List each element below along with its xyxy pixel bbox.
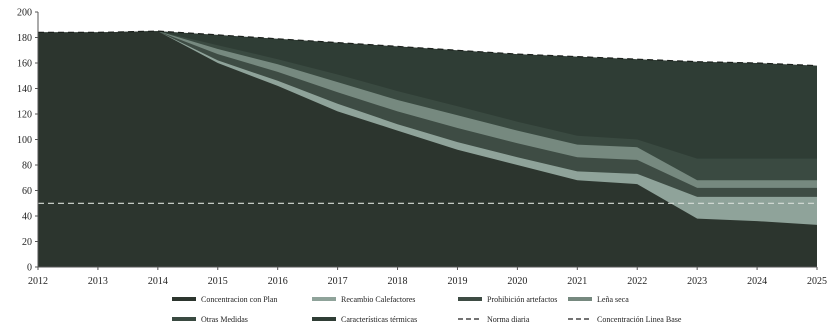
x-tick-label: 2014 (148, 276, 168, 287)
x-tick-label: 2020 (507, 276, 527, 287)
legend-swatch (172, 297, 196, 301)
legend-item-concentracion-linea-base: Concentración Linea Base (568, 315, 682, 324)
legend-item-recambio-calefactores: Recambio Calefactores (312, 295, 415, 304)
x-tick-label: 2019 (447, 276, 467, 287)
y-tick-label: 140 (17, 84, 32, 95)
legend-item-caracteristicas-termicas: Características térmicas (312, 315, 417, 324)
y-tick-label: 100 (17, 135, 32, 146)
legend-label: Concentración Linea Base (597, 315, 682, 324)
legend-label: Recambio Calefactores (341, 295, 415, 304)
y-tick-label: 200 (17, 8, 32, 19)
legend-label: Características térmicas (341, 315, 417, 324)
area-concentracion-con-plan (38, 31, 817, 267)
plot-area (38, 30, 818, 267)
legend-item-lena-seca: Leña seca (568, 295, 629, 304)
x-tick-label: 2024 (747, 276, 767, 287)
x-tick-label: 2015 (208, 276, 228, 287)
x-tick-label: 2022 (627, 276, 647, 287)
x-tick-label: 2012 (28, 276, 48, 287)
legend-swatch (172, 317, 196, 321)
y-tick-label: 0 (27, 263, 32, 274)
y-tick-label: 180 (17, 33, 32, 44)
legend-label: Otras Medidas (201, 315, 248, 324)
x-tick-label: 2021 (567, 276, 587, 287)
line-concentracion-linea-base (38, 30, 818, 67)
x-tick-label: 2016 (268, 276, 288, 287)
y-tick-label: 60 (22, 186, 32, 197)
legend-label: Prohibición artefactos (487, 295, 557, 304)
legend-label: Concentracion con Plan (201, 295, 277, 304)
legend-label: Norma diaria (487, 315, 530, 324)
legend-swatch (312, 297, 336, 301)
legend-item-norma-diaria: Norma diaria (458, 315, 530, 324)
y-tick-label: 120 (17, 110, 32, 121)
legend: Concentracion con Plan Recambio Calefacto… (172, 295, 682, 324)
legend-item-concentracion-con-plan: Concentracion con Plan (172, 295, 277, 304)
legend-swatch (312, 317, 336, 321)
x-tick-label: 2018 (388, 276, 408, 287)
legend-item-otras-medidas: Otras Medidas (172, 315, 248, 324)
legend-swatch (458, 297, 482, 301)
legend-swatch (568, 297, 592, 301)
x-tick-label: 2023 (687, 276, 707, 287)
y-axis: 0 20 40 60 80 100 120 140 160 180 200 (17, 8, 39, 274)
y-tick-label: 80 (22, 161, 32, 172)
y-tick-label: 20 (22, 237, 32, 248)
legend-label: Leña seca (597, 295, 629, 304)
x-tick-label: 2025 (807, 276, 827, 287)
x-tick-label: 2013 (88, 276, 108, 287)
legend-item-prohibicion-artefactos: Prohibición artefactos (458, 295, 557, 304)
y-tick-label: 40 (22, 212, 32, 223)
x-axis: 2012 2013 2014 2015 2016 2017 2018 2019 2020 2021… (28, 266, 827, 287)
y-tick-label: 160 (17, 59, 32, 70)
x-tick-label: 2017 (328, 276, 348, 287)
